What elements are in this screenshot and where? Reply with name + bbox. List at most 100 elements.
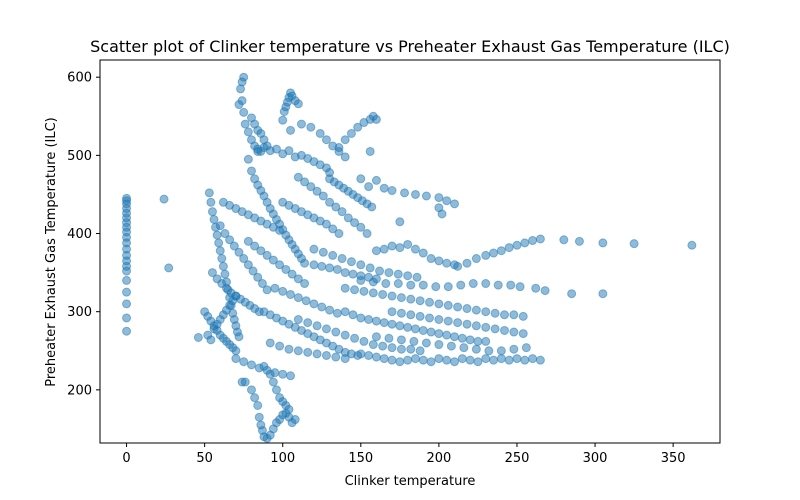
y-tick-label: 400	[67, 227, 92, 242]
data-point	[234, 332, 244, 342]
data-point	[159, 194, 169, 204]
data-point	[499, 325, 509, 335]
data-point	[331, 352, 341, 362]
data-point	[489, 248, 499, 258]
data-point	[471, 344, 481, 354]
data-point	[332, 308, 342, 318]
data-point	[425, 297, 435, 307]
data-point	[471, 254, 481, 264]
data-point	[387, 291, 397, 301]
data-point	[359, 336, 369, 346]
data-point	[629, 239, 639, 249]
data-point	[262, 250, 272, 260]
data-point	[337, 254, 347, 264]
data-point	[418, 325, 428, 335]
data-point	[559, 235, 569, 245]
data-point	[250, 393, 260, 403]
data-point	[309, 244, 319, 254]
data-point	[340, 330, 350, 340]
data-point	[406, 280, 416, 290]
data-point	[246, 166, 256, 176]
data-point	[300, 279, 310, 289]
data-point	[443, 300, 453, 310]
data-point	[410, 324, 420, 334]
data-point	[387, 241, 397, 251]
data-point	[348, 269, 358, 279]
data-point	[425, 313, 435, 323]
data-point	[334, 229, 344, 239]
data-point	[325, 197, 335, 207]
data-point	[122, 299, 132, 309]
data-point	[350, 333, 360, 343]
data-point	[356, 271, 366, 281]
data-point	[442, 258, 452, 268]
data-point	[462, 258, 472, 268]
data-point	[334, 143, 344, 153]
data-point	[356, 222, 366, 232]
data-point	[426, 254, 436, 264]
data-point	[243, 154, 253, 164]
data-point	[356, 349, 366, 359]
data-point	[434, 299, 444, 309]
data-point	[350, 285, 360, 295]
data-point	[364, 272, 374, 282]
x-tick-label: 50	[196, 451, 213, 466]
data-point	[296, 119, 306, 129]
data-point	[446, 341, 456, 351]
data-point	[231, 291, 241, 301]
data-point	[318, 247, 328, 257]
y-tick-label: 600	[67, 71, 92, 86]
data-point	[443, 282, 453, 292]
data-point	[371, 175, 381, 185]
data-point	[254, 412, 264, 422]
data-point	[395, 243, 405, 253]
data-point	[332, 264, 342, 274]
data-point	[234, 100, 244, 110]
data-point	[231, 354, 241, 364]
y-tick-label: 200	[67, 383, 92, 398]
data-point	[456, 280, 466, 290]
data-point	[403, 322, 413, 332]
data-point	[348, 310, 358, 320]
data-point	[421, 338, 431, 348]
data-point	[393, 279, 403, 289]
data-point	[520, 238, 530, 248]
data-point	[287, 269, 297, 279]
data-point	[520, 355, 530, 365]
y-axis-label: Preheater Exhaust Gas Temperature (ILC)	[44, 117, 59, 387]
data-point	[379, 183, 389, 193]
data-point	[164, 263, 174, 273]
data-point	[387, 186, 397, 196]
data-point	[465, 335, 475, 345]
data-point	[328, 250, 338, 260]
data-point	[367, 202, 377, 212]
data-point	[442, 330, 452, 340]
data-point	[515, 282, 525, 292]
data-point	[387, 319, 397, 329]
data-point	[387, 355, 397, 365]
data-point	[371, 246, 381, 256]
data-point	[379, 244, 389, 254]
data-point	[340, 354, 350, 364]
data-point	[368, 340, 378, 350]
data-point	[490, 308, 500, 318]
data-point	[286, 125, 296, 135]
data-point	[306, 122, 316, 132]
data-point	[434, 256, 444, 266]
data-point	[395, 357, 405, 367]
data-point	[240, 119, 250, 129]
data-point	[598, 289, 608, 299]
data-point	[499, 310, 509, 320]
data-point	[396, 344, 406, 354]
data-point	[315, 128, 325, 138]
data-point	[481, 250, 491, 260]
data-point	[293, 293, 303, 303]
data-point	[278, 369, 288, 379]
data-point	[286, 289, 296, 299]
data-point	[418, 280, 428, 290]
data-point	[509, 327, 519, 337]
data-point	[340, 283, 350, 293]
data-point	[321, 350, 331, 360]
data-point	[496, 346, 506, 356]
